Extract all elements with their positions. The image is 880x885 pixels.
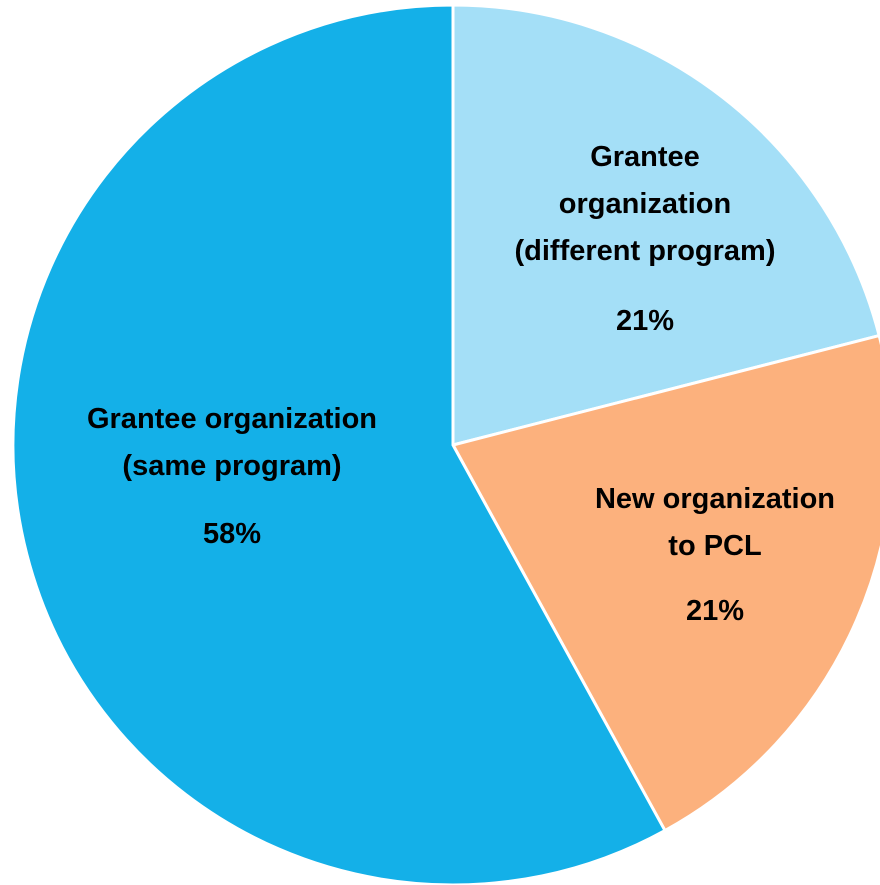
slice-value-label: 21% — [615, 305, 675, 337]
slice-value-label: 58% — [202, 518, 262, 550]
slice-value-label: 21% — [685, 595, 745, 627]
slice-label: Grantee organization (different program) — [514, 141, 776, 267]
pie-slice — [11, 3, 668, 885]
slice-label: Grantee organization (same program) — [86, 403, 378, 482]
slice-label: New organization to PCL — [594, 483, 836, 562]
pie-slice — [450, 333, 880, 833]
pie-slice — [451, 3, 880, 447]
